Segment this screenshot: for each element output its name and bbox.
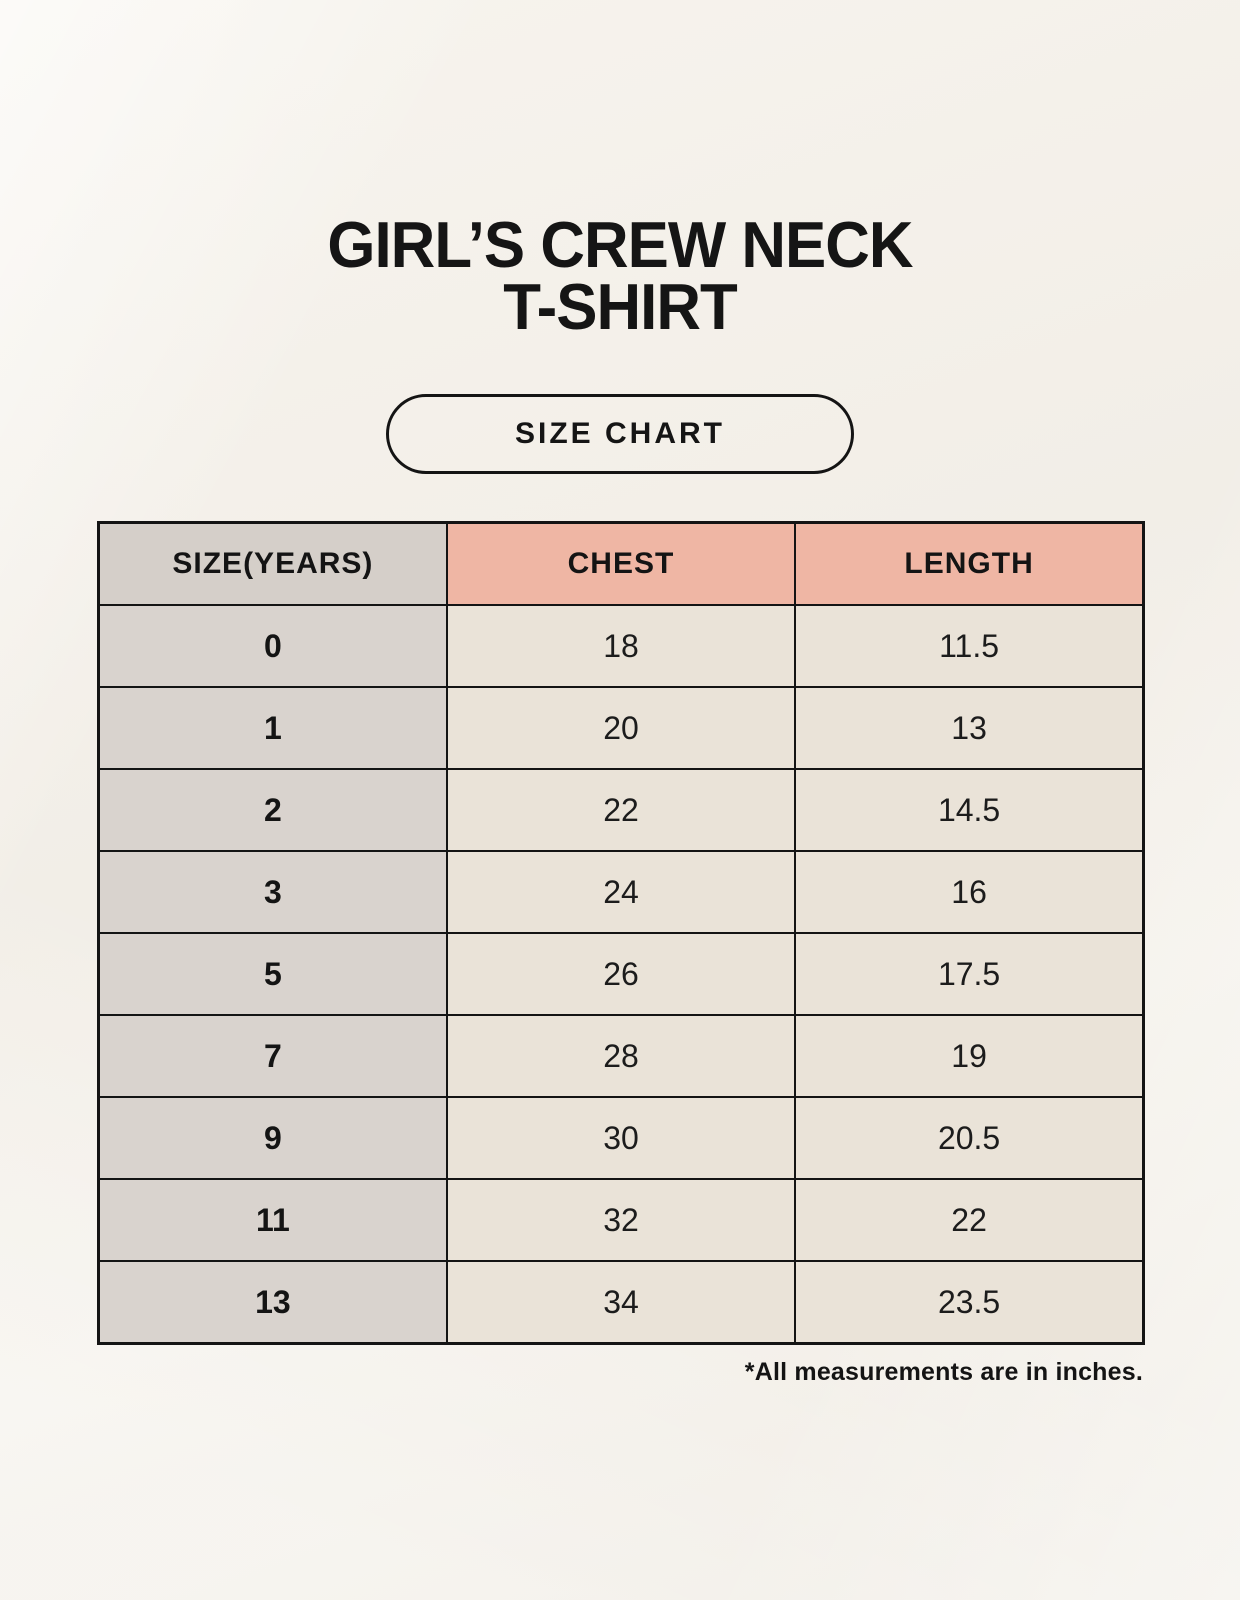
size-table: SIZE(YEARS) CHEST LENGTH 0 18 11.5 1 20 … <box>97 521 1145 1345</box>
cell-size: 11 <box>97 1178 448 1262</box>
size-chart-badge-label: SIZE CHART <box>515 417 725 450</box>
cell-size: 5 <box>97 932 448 1016</box>
table-row: 3 24 16 <box>97 850 1145 934</box>
cell-length: 23.5 <box>794 1260 1145 1345</box>
cell-size: 0 <box>97 604 448 688</box>
cell-chest: 32 <box>445 1178 797 1262</box>
page-title: GIRL’S CREW NECK T-SHIRT <box>31 208 1209 343</box>
cell-chest: 18 <box>445 604 797 688</box>
cell-length: 20.5 <box>794 1096 1145 1180</box>
cell-chest: 20 <box>445 686 797 770</box>
header-cell-length: LENGTH <box>794 521 1145 606</box>
page-title-line1: GIRL’S CREW NECK <box>327 208 913 281</box>
cell-size: 7 <box>97 1014 448 1098</box>
cell-chest: 34 <box>445 1260 797 1345</box>
cell-length: 22 <box>794 1178 1145 1262</box>
table-row: 7 28 19 <box>97 1014 1145 1098</box>
page-title-line2: T-SHIRT <box>503 270 737 343</box>
cell-length: 19 <box>794 1014 1145 1098</box>
cell-chest: 30 <box>445 1096 797 1180</box>
table-row: 9 30 20.5 <box>97 1096 1145 1180</box>
cell-chest: 26 <box>445 932 797 1016</box>
cell-chest: 28 <box>445 1014 797 1098</box>
table-row: 11 32 22 <box>97 1178 1145 1262</box>
cell-size: 2 <box>97 768 448 852</box>
table-row: 2 22 14.5 <box>97 768 1145 852</box>
cell-length: 17.5 <box>794 932 1145 1016</box>
cell-chest: 24 <box>445 850 797 934</box>
size-chart-badge: SIZE CHART <box>386 394 854 474</box>
cell-length: 13 <box>794 686 1145 770</box>
cell-length: 14.5 <box>794 768 1145 852</box>
table-header-row: SIZE(YEARS) CHEST LENGTH <box>97 521 1145 606</box>
header-cell-size: SIZE(YEARS) <box>97 521 448 606</box>
cell-length: 11.5 <box>794 604 1145 688</box>
table-row: 5 26 17.5 <box>97 932 1145 1016</box>
cell-size: 1 <box>97 686 448 770</box>
cell-chest: 22 <box>445 768 797 852</box>
cell-size: 9 <box>97 1096 448 1180</box>
table-row: 0 18 11.5 <box>97 604 1145 688</box>
cell-length: 16 <box>794 850 1145 934</box>
table-row: 1 20 13 <box>97 686 1145 770</box>
header-cell-chest: CHEST <box>445 521 797 606</box>
cell-size: 3 <box>97 850 448 934</box>
cell-size: 13 <box>97 1260 448 1345</box>
footnote: *All measurements are in inches. <box>744 1358 1143 1386</box>
table-row: 13 34 23.5 <box>97 1260 1145 1345</box>
